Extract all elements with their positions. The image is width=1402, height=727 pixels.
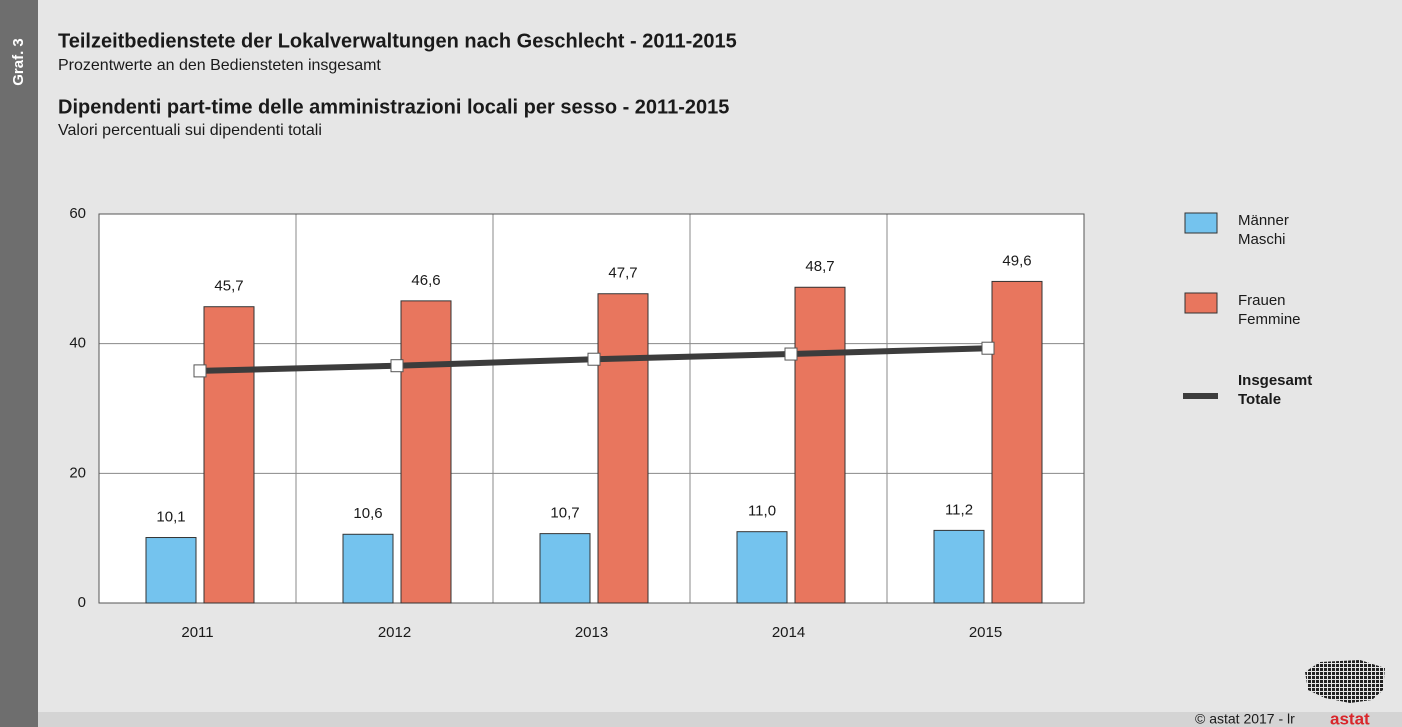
bar <box>539 533 591 604</box>
value-label: 10,6 <box>353 505 382 522</box>
value-label: 11,2 <box>945 501 973 518</box>
logo-shape <box>1305 660 1385 703</box>
bar <box>794 286 846 604</box>
x-tick-label: 2014 <box>772 624 805 641</box>
y-tick-label: 40 <box>69 335 86 352</box>
bar <box>597 293 649 604</box>
legend-label: Männer Maschi <box>1238 212 1289 248</box>
bar <box>145 537 197 604</box>
legend-label: Insgesamt Totale <box>1238 372 1313 408</box>
y-tick-label: 20 <box>69 464 86 481</box>
x-tick-label: 2013 <box>575 624 608 641</box>
bar <box>991 280 1043 604</box>
value-label: 11,0 <box>748 503 776 520</box>
value-label: 49,6 <box>1002 252 1031 269</box>
bar <box>342 533 394 604</box>
value-label: 10,1 <box>156 508 185 525</box>
bar <box>203 306 255 604</box>
y-tick-label: 0 <box>78 594 86 611</box>
y-tick-label: 60 <box>69 205 86 222</box>
logo: astat <box>1330 709 1370 727</box>
value-label: 47,7 <box>608 265 637 282</box>
line-marker <box>981 341 995 355</box>
x-tick-label: 2015 <box>969 624 1002 641</box>
footer: © astat 2017 - lr <box>1195 711 1295 727</box>
line-marker <box>784 347 798 361</box>
bar <box>736 531 788 604</box>
chart-subtitle-it: Valori percentuali sui dipendenti totali <box>58 122 322 139</box>
chart-tag: Graf. 3 <box>10 38 27 86</box>
chart-subtitle: Prozentwerte an den Bediensteten insgesa… <box>58 57 381 74</box>
legend-swatch <box>1184 212 1218 234</box>
legend-swatch <box>1183 393 1218 399</box>
line-marker <box>390 359 404 373</box>
line-marker <box>587 352 601 366</box>
x-tick-label: 2012 <box>378 624 411 641</box>
side-strip <box>0 0 38 727</box>
x-tick-label: 2011 <box>181 624 213 641</box>
value-label: 46,6 <box>411 272 440 289</box>
value-label: 10,7 <box>550 505 579 522</box>
value-label: 48,7 <box>805 258 834 275</box>
chart-title-it: Dipendenti part-time delle amministrazio… <box>58 96 729 118</box>
chart-title: Teilzeitbedienstete der Lokalverwaltunge… <box>58 30 737 52</box>
footer-strip <box>38 712 1402 727</box>
legend-label: Frauen Femmine <box>1238 292 1301 328</box>
bar <box>933 529 985 604</box>
plot-area <box>99 214 1084 603</box>
plot-frame <box>98 213 1085 604</box>
value-label: 45,7 <box>214 278 243 295</box>
bar <box>400 300 452 604</box>
line-marker <box>193 364 207 378</box>
legend-swatch <box>1184 292 1218 314</box>
